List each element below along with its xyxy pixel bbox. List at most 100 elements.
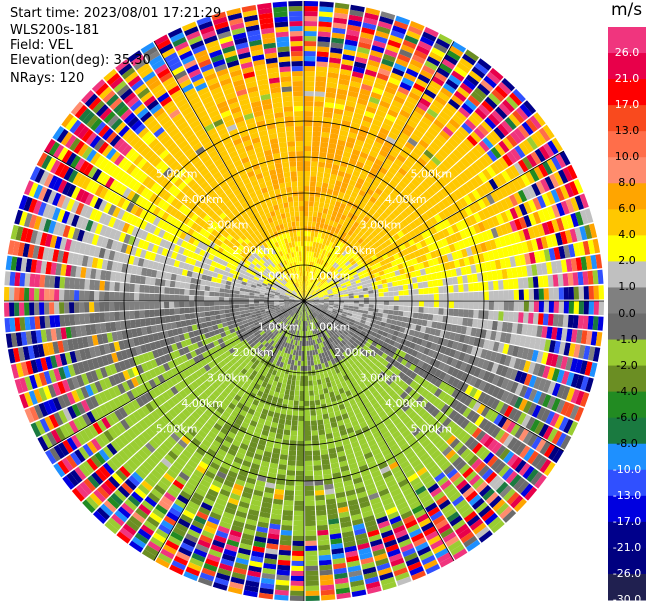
velocity-gate bbox=[298, 415, 304, 421]
velocity-gate bbox=[310, 360, 315, 366]
velocity-gate bbox=[345, 34, 359, 42]
velocity-gate bbox=[304, 106, 314, 112]
velocity-gate bbox=[333, 270, 339, 276]
velocity-gate bbox=[540, 178, 551, 192]
velocity-gate bbox=[366, 266, 373, 273]
velocity-gate bbox=[397, 222, 405, 230]
velocity-gate bbox=[433, 137, 444, 148]
velocity-gate bbox=[374, 187, 383, 196]
velocity-gate bbox=[352, 262, 359, 269]
velocity-gate bbox=[380, 191, 389, 200]
velocity-gate bbox=[546, 206, 556, 220]
velocity-gate bbox=[311, 151, 319, 157]
velocity-gate bbox=[468, 301, 475, 310]
velocity-gate bbox=[321, 279, 327, 285]
velocity-gate bbox=[395, 275, 402, 281]
velocity-gate bbox=[317, 41, 330, 48]
velocity-gate bbox=[458, 292, 464, 301]
velocity-gate bbox=[453, 259, 461, 268]
velocity-gate bbox=[310, 420, 318, 426]
velocity-gate bbox=[307, 231, 311, 237]
velocity-gate bbox=[324, 284, 330, 289]
velocity-gate bbox=[355, 102, 367, 111]
velocity-gate bbox=[344, 105, 355, 113]
velocity-gate bbox=[350, 225, 357, 232]
velocity-gate bbox=[367, 286, 374, 291]
velocity-gate bbox=[304, 16, 318, 22]
velocity-gate bbox=[459, 219, 469, 229]
velocity-gate bbox=[316, 51, 329, 58]
velocity-gate bbox=[389, 104, 401, 114]
velocity-gate bbox=[338, 218, 345, 226]
velocity-gate bbox=[347, 273, 353, 279]
velocity-gate bbox=[419, 69, 433, 80]
velocity-gate bbox=[358, 129, 368, 138]
velocity-gate bbox=[442, 82, 456, 94]
velocity-gate bbox=[304, 6, 318, 12]
velocity-gate bbox=[320, 233, 326, 240]
velocity-gate bbox=[547, 140, 559, 155]
velocity-gate bbox=[397, 315, 403, 322]
velocity-gate bbox=[305, 565, 319, 571]
velocity-gate bbox=[446, 226, 455, 236]
velocity-gate bbox=[452, 276, 459, 285]
velocity-gate bbox=[354, 56, 368, 65]
velocity-gate bbox=[304, 345, 307, 351]
velocity-gate bbox=[296, 375, 301, 381]
velocity-gate bbox=[519, 103, 533, 118]
velocity-gate bbox=[323, 282, 329, 287]
velocity-gate bbox=[343, 49, 356, 57]
velocity-gate bbox=[471, 111, 484, 124]
velocity-gate bbox=[383, 287, 389, 293]
velocity-gate bbox=[333, 108, 344, 115]
velocity-gate bbox=[318, 276, 323, 282]
velocity-gate bbox=[448, 308, 454, 316]
velocity-gate bbox=[312, 450, 321, 456]
velocity-gate bbox=[463, 153, 475, 165]
velocity-gate bbox=[337, 267, 343, 273]
velocity-gate bbox=[408, 295, 414, 301]
velocity-gate bbox=[420, 254, 428, 262]
velocity-gate bbox=[452, 163, 463, 175]
velocity-gate bbox=[299, 400, 304, 406]
velocity-gate bbox=[513, 289, 519, 300]
velocity-gate bbox=[508, 194, 519, 207]
velocity-gate bbox=[419, 36, 435, 47]
velocity-gate bbox=[323, 244, 329, 251]
velocity-gate bbox=[523, 214, 532, 228]
velocity-gate bbox=[304, 36, 317, 42]
velocity-gate bbox=[318, 202, 325, 208]
velocity-gate bbox=[371, 145, 381, 154]
velocity-gate bbox=[431, 75, 445, 87]
velocity-gate bbox=[399, 268, 406, 275]
velocity-gate bbox=[314, 286, 319, 291]
velocity-gate bbox=[398, 301, 404, 306]
velocity-gate bbox=[362, 260, 369, 266]
velocity-gate bbox=[466, 274, 473, 283]
velocity-gate bbox=[434, 71, 448, 83]
velocity-gate bbox=[386, 183, 395, 192]
velocity-gate bbox=[279, 539, 292, 546]
velocity-gate bbox=[547, 274, 554, 287]
velocity-gate bbox=[339, 236, 345, 243]
velocity-gate bbox=[406, 259, 414, 267]
velocity-gate bbox=[486, 205, 496, 217]
velocity-gate bbox=[456, 160, 467, 172]
velocity-gate bbox=[386, 262, 393, 269]
velocity-gate bbox=[460, 248, 468, 258]
velocity-gate bbox=[299, 385, 304, 391]
velocity-gate bbox=[461, 122, 473, 134]
velocity-gate bbox=[422, 281, 429, 288]
velocity-gate bbox=[309, 246, 313, 252]
velocity-gate bbox=[437, 315, 444, 323]
velocity-gate bbox=[426, 108, 439, 119]
velocity-gate bbox=[308, 211, 313, 217]
velocity-gate bbox=[304, 415, 311, 421]
velocity-gate bbox=[536, 195, 547, 209]
velocity-gate bbox=[336, 246, 342, 253]
velocity-gate bbox=[377, 312, 384, 318]
velocity-gate bbox=[353, 295, 359, 299]
velocity-gate bbox=[296, 345, 300, 351]
velocity-gate bbox=[400, 44, 415, 54]
velocity-gate bbox=[342, 177, 350, 185]
